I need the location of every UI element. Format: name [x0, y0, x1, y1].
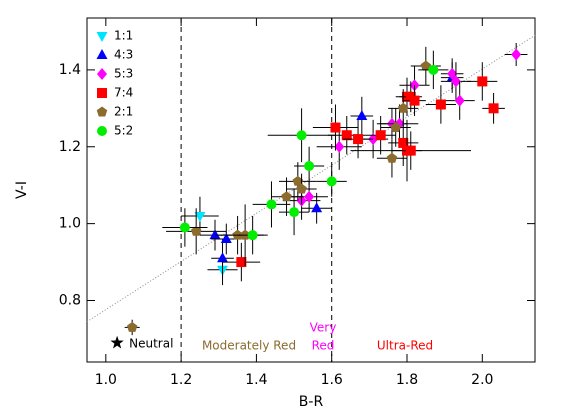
- y-tick-label: 1.0: [59, 216, 81, 232]
- marker: [420, 60, 432, 71]
- y-tick-label: 1.4: [59, 62, 81, 78]
- marker: [217, 252, 229, 263]
- marker: [126, 321, 138, 332]
- legend-label: 5:3: [114, 67, 133, 81]
- marker: [304, 160, 315, 171]
- marker: [454, 94, 465, 107]
- x-axis-label: B-R: [299, 394, 324, 410]
- legend-label: 7:4: [114, 86, 133, 100]
- legend-entry: 7:4: [97, 86, 133, 100]
- region-label: Very: [310, 321, 337, 335]
- y-tick-label: 0.8: [59, 293, 81, 309]
- marker: [281, 191, 292, 202]
- marker: [398, 137, 409, 148]
- legend-entry: 2:1: [96, 105, 133, 119]
- marker: [220, 233, 232, 244]
- marker: [390, 122, 401, 132]
- marker: [428, 64, 439, 75]
- reference-label: Neutral: [129, 336, 173, 350]
- marker: [334, 140, 345, 153]
- marker: [488, 103, 499, 114]
- marker: [375, 130, 386, 141]
- marker: [511, 48, 522, 61]
- marker: [266, 199, 277, 210]
- marker: [209, 229, 221, 240]
- y-axis-label: V-I: [14, 181, 30, 199]
- region-label: Red: [312, 339, 335, 353]
- marker: [190, 225, 202, 236]
- marker: [236, 257, 247, 268]
- marker: [386, 152, 398, 163]
- marker: [447, 67, 458, 80]
- region-label: Moderately Red: [202, 339, 296, 353]
- legend-label: 2:1: [114, 105, 133, 119]
- marker: [110, 335, 124, 349]
- x-tick-label: 1.4: [245, 372, 267, 388]
- y-tick-label: 1.2: [59, 139, 81, 155]
- marker: [179, 222, 190, 233]
- marker: [405, 145, 416, 156]
- legend-label: 1:1: [114, 29, 133, 43]
- marker: [450, 75, 461, 88]
- legend-entry: 5:3: [97, 67, 133, 81]
- legend-marker: [96, 49, 108, 59]
- marker: [232, 229, 243, 240]
- marker: [356, 110, 368, 121]
- x-tick-label: 1.6: [321, 372, 343, 388]
- x-tick-label: 1.0: [95, 372, 117, 388]
- legend-marker: [96, 106, 108, 117]
- legend-label: 5:2: [114, 124, 133, 138]
- marker: [194, 211, 206, 222]
- marker: [435, 99, 446, 110]
- marker: [353, 134, 364, 145]
- marker: [330, 122, 341, 133]
- legend-entry: 1:1: [96, 29, 133, 43]
- region-label: Ultra-Red: [377, 339, 433, 353]
- marker: [311, 202, 323, 213]
- legend-marker: [97, 88, 107, 98]
- marker: [289, 207, 300, 218]
- marker: [326, 176, 337, 187]
- marker: [341, 130, 352, 141]
- x-tick-label: 1.2: [170, 372, 192, 388]
- marker: [296, 183, 307, 194]
- plot-frame: [86, 17, 536, 363]
- marker: [247, 230, 258, 241]
- marker: [304, 190, 315, 203]
- x-tick-label: 2.0: [471, 372, 493, 388]
- marker: [398, 102, 409, 113]
- marker: [296, 130, 307, 141]
- legend-marker: [97, 68, 107, 80]
- marker: [239, 229, 251, 240]
- legend-entry: 4:3: [96, 48, 133, 62]
- legend-marker: [97, 126, 107, 136]
- legend-label: 4:3: [114, 48, 133, 62]
- legend-entry: 5:2: [97, 124, 133, 138]
- marker: [477, 76, 488, 87]
- legend-marker: [96, 32, 108, 42]
- marker: [409, 95, 420, 106]
- marker: [292, 175, 304, 186]
- trend-line: [86, 34, 536, 323]
- x-tick-label: 1.8: [396, 372, 418, 388]
